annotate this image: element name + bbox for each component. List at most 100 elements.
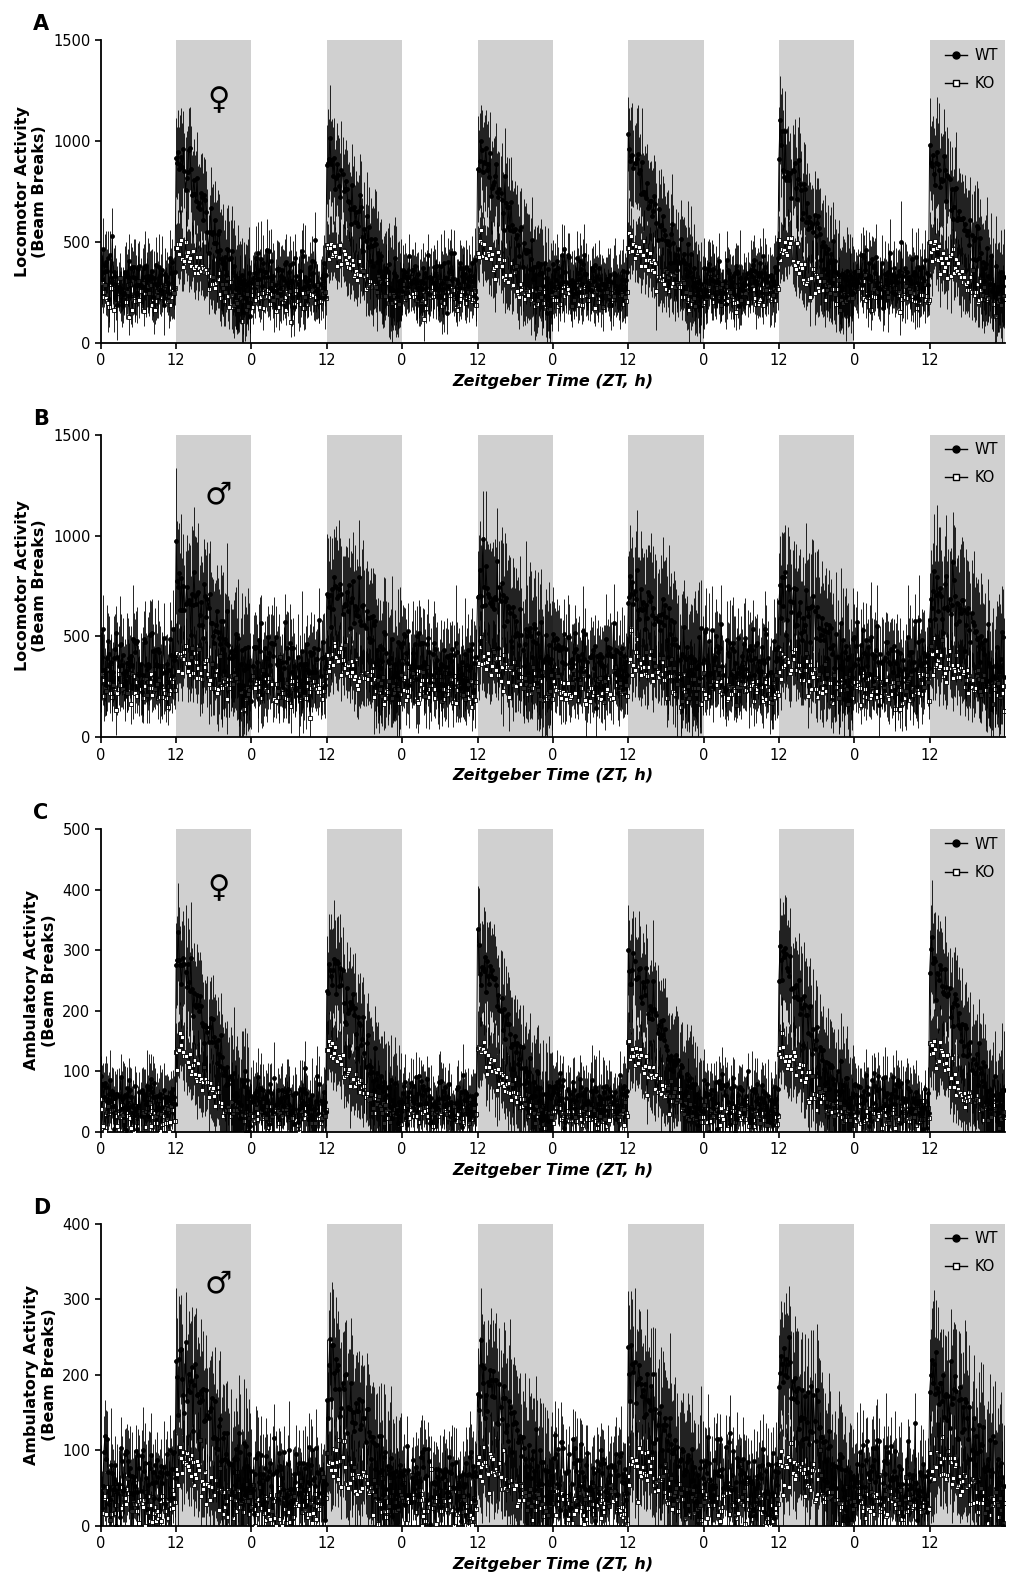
Bar [326, 1224, 401, 1527]
Bar [628, 40, 703, 343]
Bar [326, 40, 401, 343]
Line: WT: WT [99, 927, 1005, 1133]
X-axis label: Zeitgeber Time (ZT, h): Zeitgeber Time (ZT, h) [451, 373, 653, 389]
Bar [477, 435, 552, 736]
WT [471, 1384, 483, 1403]
Text: D: D [33, 1198, 50, 1217]
KO [308, 671, 320, 690]
KO [997, 1108, 1009, 1127]
WT [308, 276, 320, 295]
WT [997, 267, 1009, 286]
WT [996, 1517, 1008, 1536]
Legend: WT, KO: WT, KO [945, 1232, 997, 1274]
WT [95, 1484, 107, 1503]
WT [472, 160, 484, 179]
KO [625, 621, 637, 640]
KO [997, 701, 1009, 720]
Bar [779, 435, 854, 736]
KO [935, 1428, 948, 1447]
KO [472, 1447, 484, 1466]
KO [607, 662, 620, 681]
KO [825, 1095, 838, 1114]
Bar [779, 1224, 854, 1527]
KO [127, 1492, 140, 1511]
KO [127, 290, 140, 309]
KO [473, 1039, 485, 1059]
KO [95, 671, 107, 690]
Text: ♀: ♀ [207, 86, 229, 114]
Bar [779, 40, 854, 343]
Bar [176, 40, 252, 343]
KO [607, 1481, 620, 1500]
WT [239, 1122, 252, 1141]
KO [95, 271, 107, 290]
WT [307, 643, 319, 662]
Y-axis label: Ambulatory Activity
(Beam Breaks): Ambulatory Activity (Beam Breaks) [24, 890, 57, 1070]
Text: C: C [33, 803, 48, 824]
Line: KO: KO [99, 1032, 1005, 1133]
KO [424, 676, 436, 695]
WT [824, 619, 837, 638]
Line: KO: KO [99, 628, 1005, 720]
WT [997, 667, 1009, 686]
WT [473, 965, 485, 984]
Legend: WT, KO: WT, KO [945, 836, 997, 879]
WT [607, 263, 620, 282]
Line: KO: KO [99, 229, 1005, 324]
Text: B: B [33, 409, 49, 428]
Bar [928, 435, 1004, 736]
WT [476, 528, 488, 548]
KO [608, 279, 621, 298]
KO [308, 279, 320, 298]
KO [424, 1497, 436, 1516]
KO [825, 687, 838, 706]
WT [424, 1114, 436, 1133]
WT [606, 1457, 619, 1476]
KO [472, 654, 484, 673]
KO [472, 248, 484, 267]
Bar [928, 1224, 1004, 1527]
WT [825, 1057, 838, 1076]
KO [127, 682, 140, 701]
WT [424, 268, 436, 287]
KO [424, 287, 436, 306]
Legend: WT, KO: WT, KO [945, 48, 997, 90]
Bar [628, 830, 703, 1132]
WT [423, 643, 435, 662]
KO [95, 1500, 107, 1519]
WT [825, 273, 838, 292]
WT [997, 1476, 1009, 1495]
Bar [928, 830, 1004, 1132]
KO [825, 279, 838, 298]
WT [307, 1471, 319, 1490]
KO [304, 708, 316, 727]
Text: ♂: ♂ [205, 1270, 231, 1298]
KO [308, 1497, 320, 1516]
Text: ♀: ♀ [207, 874, 229, 903]
Y-axis label: Locomotor Activity
(Beam Breaks): Locomotor Activity (Beam Breaks) [15, 500, 47, 671]
WT [997, 1081, 1009, 1100]
Y-axis label: Ambulatory Activity
(Beam Breaks): Ambulatory Activity (Beam Breaks) [24, 1285, 57, 1465]
WT [773, 111, 786, 130]
Bar [326, 830, 401, 1132]
WT [471, 587, 483, 606]
WT [783, 1328, 795, 1347]
Line: WT: WT [99, 119, 1005, 317]
WT [984, 700, 997, 719]
WT [95, 1066, 107, 1086]
WT [308, 1100, 320, 1119]
WT [608, 1082, 621, 1101]
KO [425, 1103, 437, 1122]
KO [285, 313, 298, 332]
KO [309, 1114, 321, 1133]
Bar [326, 435, 401, 736]
X-axis label: Zeitgeber Time (ZT, h): Zeitgeber Time (ZT, h) [451, 1163, 653, 1178]
Legend: WT, KO: WT, KO [945, 443, 997, 486]
Y-axis label: Locomotor Activity
(Beam Breaks): Locomotor Activity (Beam Breaks) [15, 106, 47, 276]
WT [127, 1485, 140, 1504]
Bar [477, 1224, 552, 1527]
KO [139, 1517, 151, 1536]
WT [127, 1098, 140, 1117]
X-axis label: Zeitgeber Time (ZT, h): Zeitgeber Time (ZT, h) [451, 1557, 653, 1573]
Bar [779, 830, 854, 1132]
